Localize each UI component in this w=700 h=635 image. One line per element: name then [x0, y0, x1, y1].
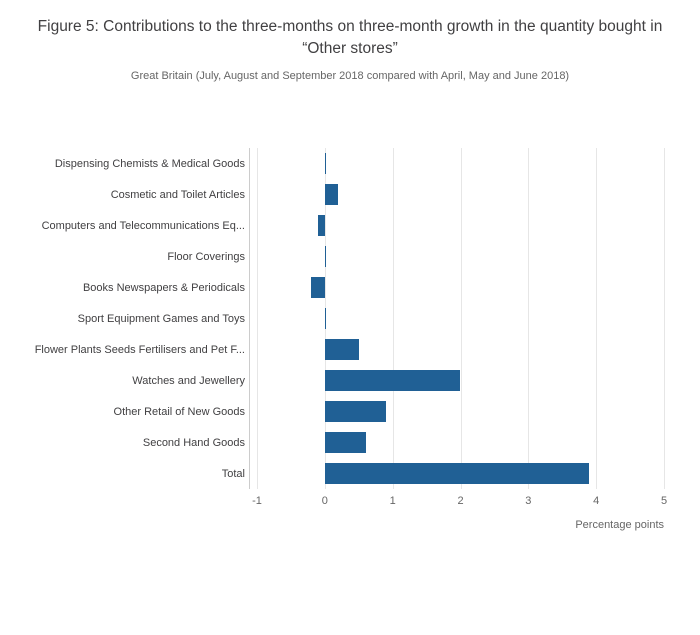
bar-row [257, 272, 664, 303]
category-label: Second Hand Goods [142, 436, 245, 449]
x-tick-label: 1 [389, 495, 396, 507]
category-axis: Dispensing Chemists & Medical Goods Cosme… [0, 148, 245, 489]
bar-row [257, 458, 664, 489]
category-label: Books Newspapers & Periodicals [82, 281, 245, 294]
bar-row [257, 241, 664, 272]
bar-row [257, 303, 664, 334]
gridline [460, 148, 462, 489]
bar[interactable] [324, 463, 590, 484]
x-tick-label: -1 [252, 495, 262, 507]
gridline [664, 148, 665, 489]
bar[interactable] [324, 308, 327, 329]
x-axis-title: Percentage points [575, 519, 664, 531]
category-label: Flower Plants Seeds Fertilisers and Pet … [34, 343, 245, 356]
category-label: Other Retail of New Goods [113, 405, 245, 418]
category-label: Total [221, 467, 245, 480]
bar-chart: Dispensing Chemists & Medical Goods Cosme… [0, 148, 700, 531]
bar[interactable] [311, 277, 325, 298]
gridline [596, 148, 598, 489]
bar-row [257, 148, 664, 179]
plot-area [249, 148, 665, 489]
bar[interactable] [324, 401, 386, 422]
bar[interactable] [324, 184, 339, 205]
bar-row [257, 427, 664, 458]
bar-row [257, 334, 664, 365]
x-axis-ticks: -1 0 1 2 3 4 5 [252, 495, 668, 509]
bar[interactable] [324, 246, 327, 267]
y-axis-line [249, 148, 250, 489]
bar[interactable] [324, 432, 366, 453]
chart-subtitle: Great Britain (July, August and Septembe… [130, 69, 570, 82]
bar[interactable] [324, 339, 359, 360]
bar[interactable] [324, 370, 461, 391]
x-tick-label: 4 [593, 495, 600, 507]
category-label: Floor Coverings [167, 250, 245, 263]
bar[interactable] [318, 215, 325, 236]
bar-row [257, 396, 664, 427]
plot-and-labels: Dispensing Chemists & Medical Goods Cosme… [0, 148, 700, 489]
bar[interactable] [324, 153, 327, 174]
category-label: Watches and Jewellery [132, 374, 245, 387]
chart-title: Figure 5: Contributions to the three-mon… [37, 18, 663, 58]
x-tick-label: 3 [525, 495, 532, 507]
bar-row [257, 365, 664, 396]
x-tick-label: 0 [321, 495, 328, 507]
bar-row [257, 179, 664, 210]
gridline [257, 148, 258, 489]
gridline [392, 148, 394, 489]
gridline [528, 148, 530, 489]
x-tick-label: 2 [457, 495, 464, 507]
bar-row [257, 210, 664, 241]
category-label: Cosmetic and Toilet Articles [110, 188, 245, 201]
category-label: Dispensing Chemists & Medical Goods [54, 157, 245, 170]
category-label: Computers and Telecommunications Eq... [41, 219, 245, 232]
category-label: Sport Equipment Games and Toys [77, 312, 245, 325]
x-tick-label: 5 [660, 495, 668, 507]
